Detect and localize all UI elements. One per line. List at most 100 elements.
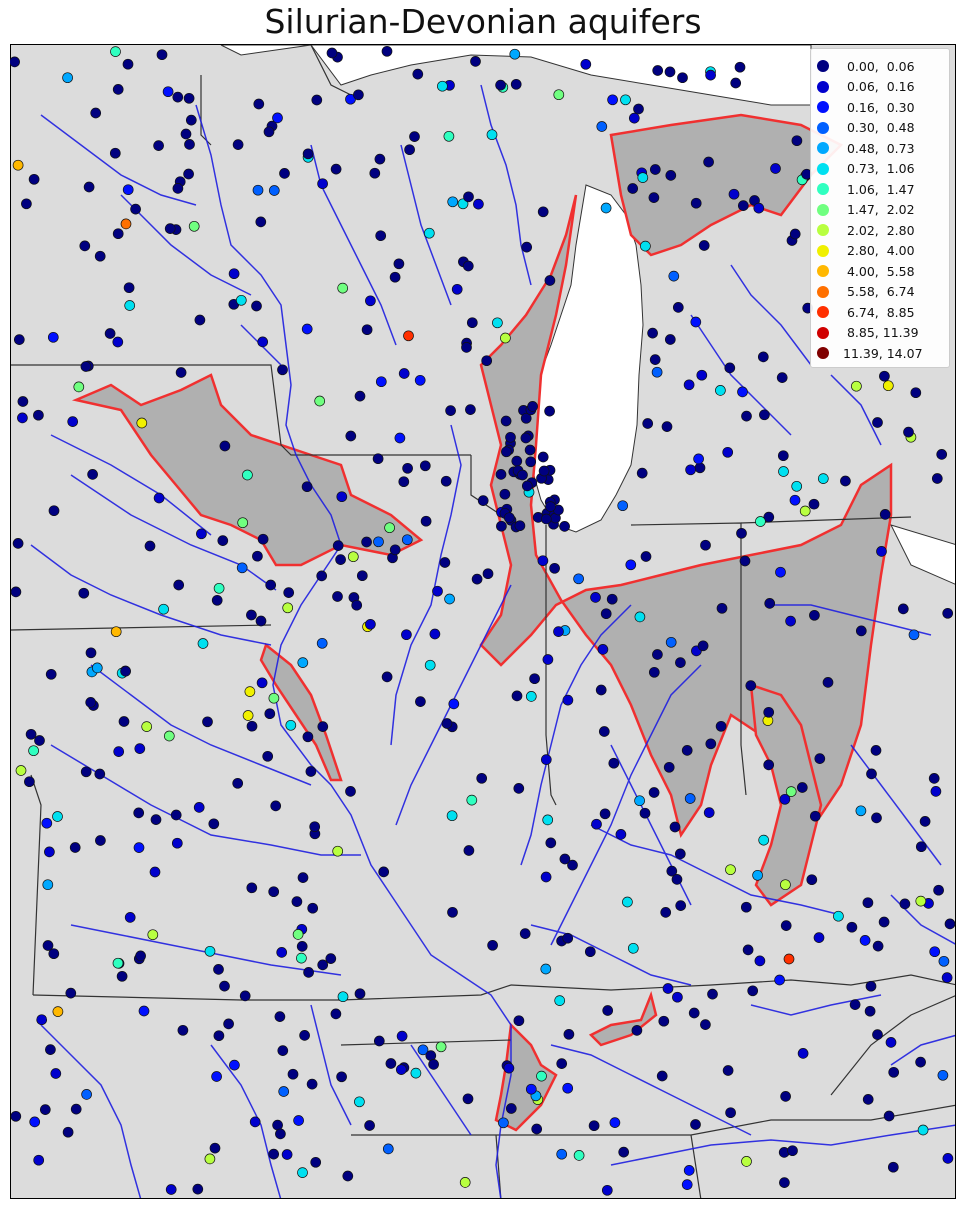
station-point	[123, 282, 135, 294]
legend-label: 0.48, 0.73	[843, 140, 915, 156]
station-point	[147, 929, 159, 941]
station-point	[365, 295, 376, 307]
station-point	[524, 444, 536, 456]
station-point	[716, 602, 728, 614]
station-point	[549, 562, 560, 574]
station-point	[158, 603, 169, 615]
station-point	[752, 869, 763, 881]
station-point	[739, 555, 751, 567]
station-point	[544, 405, 555, 417]
station-point	[639, 807, 651, 819]
station-point	[471, 573, 483, 585]
station-point	[511, 455, 523, 467]
station-point	[741, 410, 752, 422]
station-point	[596, 121, 608, 132]
station-point	[249, 1116, 261, 1128]
station-point	[703, 156, 714, 168]
station-point	[562, 694, 574, 706]
station-point	[193, 802, 205, 813]
station-point	[277, 364, 288, 376]
station-point	[50, 1068, 62, 1079]
station-point	[870, 745, 882, 756]
station-point	[336, 491, 348, 503]
station-point	[684, 793, 696, 804]
station-point	[634, 795, 645, 807]
station-point	[779, 1177, 790, 1188]
station-point	[62, 72, 73, 84]
station-point	[647, 327, 658, 339]
station-point	[938, 955, 950, 967]
station-point	[595, 684, 607, 696]
station-point	[70, 1103, 82, 1115]
station-point	[763, 759, 775, 771]
station-point	[887, 1161, 899, 1173]
station-point	[779, 793, 791, 805]
station-point	[669, 821, 681, 833]
station-point	[642, 418, 654, 429]
station-point	[492, 317, 503, 329]
station-point	[112, 957, 124, 969]
station-point	[675, 900, 687, 911]
station-point	[872, 417, 883, 428]
legend-label: 0.00, 0.06	[843, 58, 915, 74]
station-point	[942, 607, 954, 619]
station-point	[734, 61, 746, 73]
station-point	[384, 522, 395, 534]
station-point	[251, 300, 262, 312]
station-point	[672, 991, 683, 1003]
station-point	[736, 527, 747, 539]
station-point	[138, 1005, 150, 1017]
station-point	[385, 1058, 397, 1069]
station-point	[600, 608, 612, 620]
legend-swatch	[817, 101, 829, 113]
station-point	[196, 528, 207, 540]
station-point	[144, 540, 156, 552]
station-point	[554, 995, 566, 1006]
station-point	[463, 191, 474, 203]
station-point	[314, 395, 326, 407]
station-point	[688, 1007, 700, 1019]
station-point	[462, 260, 474, 272]
station-point	[674, 848, 686, 860]
station-point	[275, 1128, 286, 1140]
station-point	[52, 811, 63, 822]
station-point	[675, 657, 686, 668]
station-point	[671, 874, 683, 885]
station-point	[631, 1025, 643, 1036]
legend-swatch	[817, 203, 829, 216]
station-point	[401, 629, 412, 641]
station-point	[395, 1064, 407, 1075]
station-point	[620, 94, 631, 106]
station-point	[448, 698, 460, 710]
station-point	[283, 587, 295, 598]
station-point	[48, 505, 60, 517]
station-point	[715, 720, 727, 732]
station-point	[774, 974, 785, 986]
station-point	[361, 536, 372, 548]
station-point	[725, 1107, 736, 1119]
station-point	[163, 730, 175, 742]
station-point	[758, 834, 770, 846]
station-point	[791, 480, 803, 492]
station-point	[477, 495, 489, 506]
station-point	[447, 196, 459, 208]
legend-item: 11.39, 14.07	[817, 344, 923, 362]
station-point	[562, 1082, 574, 1094]
station-point	[487, 939, 498, 951]
station-point	[457, 198, 469, 210]
station-point	[177, 1024, 189, 1036]
station-point	[244, 686, 256, 697]
station-point	[525, 456, 537, 468]
station-point	[742, 944, 754, 956]
station-point	[544, 275, 556, 286]
station-point	[296, 952, 307, 964]
station-point	[520, 432, 532, 444]
station-point	[705, 738, 717, 750]
station-point	[559, 853, 571, 865]
station-point	[486, 129, 498, 141]
station-point	[13, 334, 25, 345]
legend-swatch	[817, 306, 829, 318]
legend-swatch	[817, 162, 829, 175]
station-point	[931, 473, 943, 484]
station-point	[242, 469, 253, 481]
